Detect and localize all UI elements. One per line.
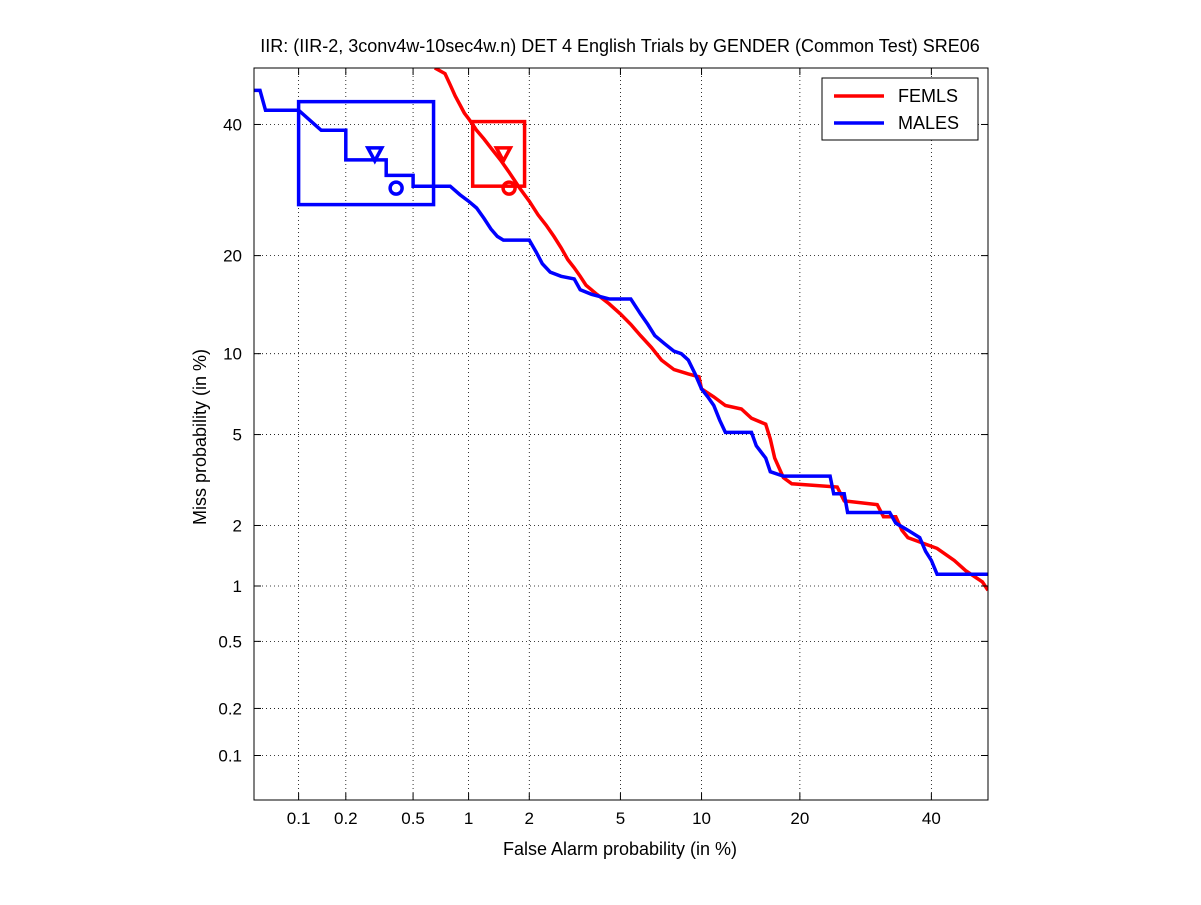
y-tick-label: 1 xyxy=(233,577,242,596)
y-tick-label: 20 xyxy=(223,247,242,266)
x-tick-label: 5 xyxy=(616,809,625,828)
y-axis-label: Miss probability (in %) xyxy=(190,349,210,525)
plot-area-frame xyxy=(253,67,989,801)
legend-label-males: MALES xyxy=(898,113,959,133)
axis-ticks: 0.1 0.2 0.5 1 2 5 10 20 40 0.1 0.2 0.5 1 2 5 10 20 40 xyxy=(218,68,988,828)
marker-circle-femls xyxy=(501,180,517,196)
confidence-box-males xyxy=(296,99,436,207)
series-line-femls xyxy=(433,68,988,592)
x-axis-label: False Alarm probability (in %) xyxy=(503,839,737,859)
x-tick-label: 2 xyxy=(525,809,534,828)
x-tick-label: 0.5 xyxy=(401,809,425,828)
y-tick-label: 5 xyxy=(233,426,242,445)
legend: FEMLS MALES xyxy=(821,77,979,141)
marker-triangle-femls xyxy=(493,146,514,165)
y-tick-label: 40 xyxy=(223,115,242,134)
x-tick-label: 20 xyxy=(790,809,809,828)
operating-point-markers xyxy=(364,146,517,196)
chart-title: IIR: (IIR-2, 3conv4w-10sec4w.n) DET 4 En… xyxy=(260,36,980,56)
x-tick-label: 0.1 xyxy=(287,809,311,828)
marker-circle-males xyxy=(388,180,404,196)
marker-triangle-males xyxy=(364,146,385,165)
confidence-box-femls xyxy=(470,119,527,188)
x-tick-label: 40 xyxy=(922,809,941,828)
legend-box xyxy=(821,77,979,141)
x-tick-label: 10 xyxy=(692,809,711,828)
x-tick-label: 1 xyxy=(464,809,473,828)
y-tick-label: 10 xyxy=(223,345,242,364)
y-tick-label: 0.5 xyxy=(218,632,242,651)
series-lines xyxy=(254,68,988,592)
y-tick-label: 2 xyxy=(233,516,242,535)
series-line-males xyxy=(254,88,988,577)
legend-label-femls: FEMLS xyxy=(898,86,958,106)
y-tick-label: 0.2 xyxy=(218,699,242,718)
confidence-boxes xyxy=(296,99,527,207)
x-tick-label: 0.2 xyxy=(334,809,358,828)
y-tick-label: 0.1 xyxy=(218,747,242,766)
